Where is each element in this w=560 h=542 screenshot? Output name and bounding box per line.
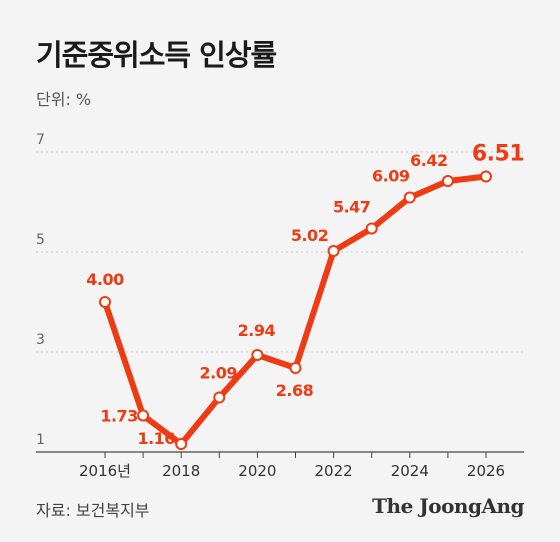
- data-label: 6.51: [472, 142, 524, 167]
- y-tick-label: 3: [36, 332, 45, 348]
- chart-title: 기준중위소득 인상률: [36, 38, 277, 72]
- data-point: [99, 296, 111, 308]
- data-label: 6.42: [410, 151, 447, 170]
- data-label: 6.09: [372, 167, 410, 186]
- data-point: [441, 175, 454, 187]
- data-point: [365, 222, 378, 235]
- y-tick-label: 5: [36, 232, 45, 248]
- data-point: [327, 245, 340, 257]
- source-note: 자료: 보건복지부: [36, 501, 150, 520]
- data-label: 4.00: [86, 270, 124, 289]
- data-label: 2.68: [276, 381, 314, 400]
- data-label: 2.94: [238, 321, 276, 340]
- data-label: 5.47: [333, 198, 370, 217]
- data-point: [289, 362, 302, 374]
- brand-logo: The JoongAng: [372, 494, 524, 518]
- data-label: 5.02: [291, 226, 328, 245]
- data-label: 1.73: [100, 407, 137, 426]
- x-tick-label: 2020: [238, 462, 276, 480]
- x-tick-label: 2016년: [79, 462, 131, 480]
- unit-label: 단위: %: [36, 90, 92, 109]
- y-tick-label: 1: [36, 432, 45, 448]
- data-label: 1.16: [137, 429, 175, 448]
- data-point: [480, 170, 492, 183]
- data-point: [213, 391, 226, 404]
- data-label: 2.09: [200, 364, 238, 383]
- y-tick-label: 7: [36, 132, 45, 148]
- data-point: [403, 191, 416, 204]
- x-tick-label: 2022: [315, 462, 353, 480]
- series-line: [102, 173, 489, 447]
- data-point: [137, 409, 150, 422]
- x-tick-label: 2024: [391, 462, 429, 480]
- x-tick-label: 2026: [467, 462, 505, 480]
- x-tick-label: 2018: [162, 462, 200, 480]
- data-point: [251, 349, 264, 361]
- data-point: [175, 438, 188, 450]
